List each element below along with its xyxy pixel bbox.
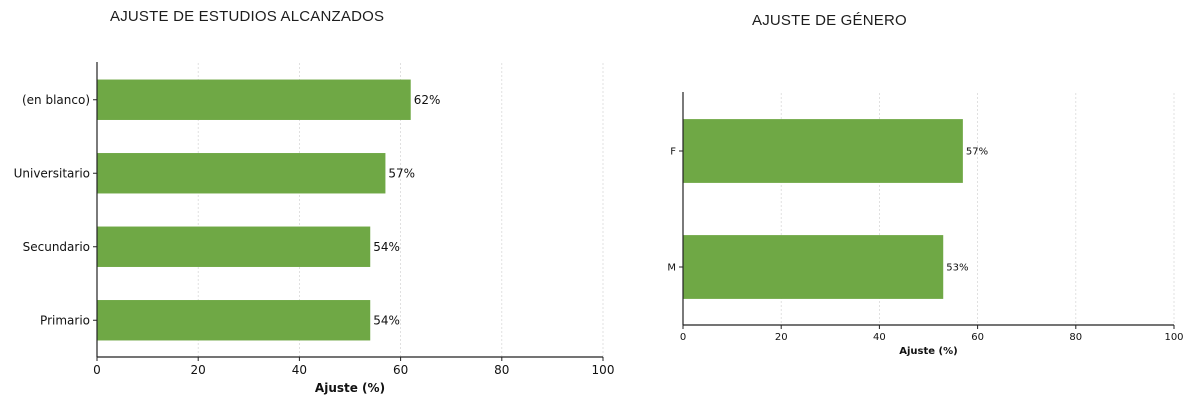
- value-label: 57%: [388, 166, 415, 180]
- category-label: Primario: [40, 313, 90, 327]
- x-tick-label: 40: [873, 332, 886, 343]
- bar: [97, 226, 371, 267]
- bar: [97, 300, 371, 341]
- value-label: 54%: [373, 313, 400, 327]
- value-label: 54%: [373, 240, 400, 254]
- bar: [97, 79, 411, 120]
- category-label: M: [667, 263, 676, 274]
- x-tick-label: 100: [592, 363, 615, 377]
- value-label: 62%: [414, 93, 441, 107]
- x-axis-title: Ajuste (%): [899, 346, 957, 357]
- category-label: Universitario: [14, 166, 90, 180]
- chart-estudios: 62% (en blanco) 57% Universitario 54% Secunda…: [14, 62, 615, 395]
- chart-title-estudios: AJUSTE DE ESTUDIOS ALCANZADOS: [110, 8, 385, 25]
- x-tick-label: 80: [1069, 332, 1082, 343]
- x-tick-label: 20: [775, 332, 788, 343]
- chart-title-genero: AJUSTE DE GÉNERO: [752, 12, 907, 29]
- value-label: 53%: [946, 263, 968, 274]
- category-label: F: [670, 147, 676, 158]
- x-tick-label: 20: [191, 363, 206, 377]
- category-label: (en blanco): [22, 93, 90, 107]
- x-tick-label: 100: [1164, 332, 1183, 343]
- x-tick-label: 60: [971, 332, 984, 343]
- x-tick-label: 0: [93, 363, 101, 377]
- bar: [683, 119, 963, 183]
- bar: [683, 235, 944, 299]
- x-axis-title: Ajuste (%): [315, 381, 385, 395]
- x-tick-label: 40: [292, 363, 307, 377]
- x-tick-label: 80: [494, 363, 509, 377]
- x-tick-label: 0: [680, 332, 686, 343]
- category-label: Secundario: [23, 240, 90, 254]
- value-label: 57%: [966, 147, 988, 158]
- bar: [97, 153, 386, 194]
- x-tick-label: 60: [393, 363, 408, 377]
